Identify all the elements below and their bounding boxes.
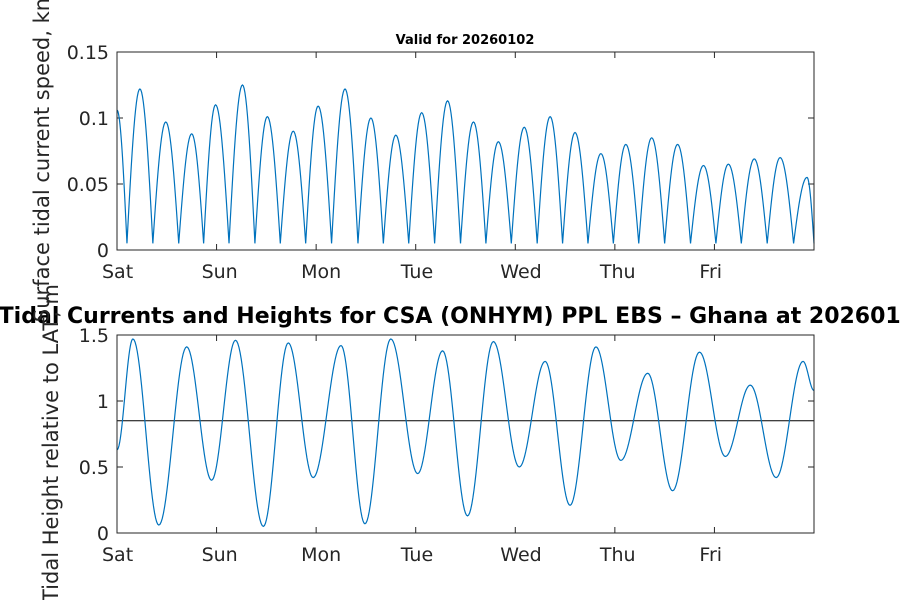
tidal-height-x-tick-label: Wed xyxy=(500,544,541,566)
current-speed-panel: Valid for 20260102 0 0.05 0.1 0.15 Sat Sun Mo… xyxy=(67,33,815,283)
tidal-height-x-tick-label: Fri xyxy=(699,544,722,566)
current-speed-axes-box xyxy=(116,51,815,251)
tidal-height-x-tick-label: Mon xyxy=(301,544,341,566)
current-speed-title: Valid for 20260102 xyxy=(396,33,535,48)
current-speed-x-ticks: Sat Sun Mon Tue Wed Thu Fri xyxy=(102,52,722,283)
figure-main-title: Tidal Currents and Heights for CSA (ONHY… xyxy=(0,304,900,329)
tidal-height-y-tick-label: 0 xyxy=(97,523,109,545)
tidal-height-x-tick-label: Thu xyxy=(599,544,636,566)
current-speed-x-tick-label: Sun xyxy=(202,261,238,283)
current-speed-x-tick-label: Fri xyxy=(699,261,722,283)
tidal-height-x-tick-label: Sun xyxy=(202,544,238,566)
current-speed-y-tick-label: 0 xyxy=(97,240,109,262)
current-speed-x-tick-label: Tue xyxy=(400,261,433,283)
tidal-height-panel: 0 0.5 1 1.5 Sat Sun Mon Tue Wed Thu Fri xyxy=(79,325,815,566)
tidal-height-line xyxy=(116,338,815,528)
tidal-height-x-ticks: Sat Sun Mon Tue Wed Thu Fri xyxy=(102,335,722,566)
current-speed-y-label: Surface tidal current speed, kn xyxy=(30,0,54,322)
current-speed-x-tick-label: Mon xyxy=(301,261,341,283)
tidal-height-y-label: Tidal Height relative to LAT, m xyxy=(39,284,63,600)
tidal-height-y-ticks: 0 0.5 1 1.5 xyxy=(79,325,814,545)
current-speed-y-tick-label: 0.15 xyxy=(67,42,109,64)
current-speed-x-tick-label: Sat xyxy=(102,261,133,283)
current-speed-y-tick-label: 0.1 xyxy=(79,108,109,130)
tidal-height-y-tick-label: 1 xyxy=(97,391,109,413)
tidal-height-axes-box xyxy=(116,334,815,534)
current-speed-x-tick-label: Wed xyxy=(500,261,541,283)
tidal-height-x-tick-label: Tue xyxy=(400,544,433,566)
tidal-height-x-tick-label: Sat xyxy=(102,544,133,566)
current-speed-x-tick-label: Thu xyxy=(599,261,636,283)
current-speed-y-tick-label: 0.05 xyxy=(67,174,109,196)
tidal-height-y-tick-label: 1.5 xyxy=(79,325,109,347)
tidal-height-y-tick-label: 0.5 xyxy=(79,457,109,479)
current-speed-line xyxy=(116,84,815,244)
